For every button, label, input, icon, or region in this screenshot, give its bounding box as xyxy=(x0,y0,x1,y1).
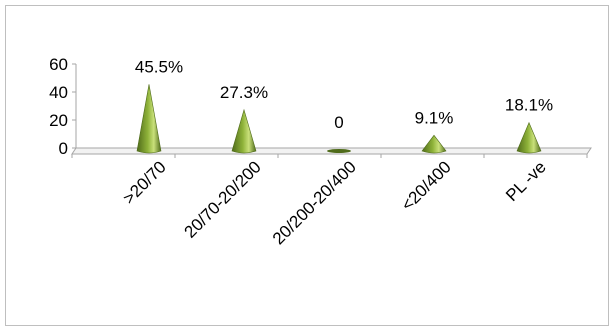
x-tick-label: <20/400 xyxy=(398,157,455,214)
cone-bar xyxy=(327,149,351,153)
x-tick-label: 20/200-20/400 xyxy=(269,157,360,248)
cone-bar xyxy=(421,134,447,154)
chart-frame: 0 20 40 60 45.5% 27.3% 0 9.1% 18.1% >20/70 20/70… xyxy=(5,5,609,326)
x-tick-label: >20/70 xyxy=(119,157,170,208)
x-tick-label: PL -ve xyxy=(502,157,550,205)
y-tick-label: 20 xyxy=(49,111,68,130)
data-label: 9.1% xyxy=(415,108,454,127)
data-labels: 45.5% 27.3% 0 9.1% 18.1% xyxy=(135,57,553,132)
data-label: 45.5% xyxy=(135,57,183,76)
x-axis-tick-labels: >20/70 20/70-20/200 20/200-20/400 <20/400 PL… xyxy=(119,157,550,248)
data-label: 0 xyxy=(334,113,343,132)
cone-bar xyxy=(136,84,162,154)
chart-svg: 0 20 40 60 45.5% 27.3% 0 9.1% 18.1% >20/70 20/70… xyxy=(49,55,592,248)
chart-marks xyxy=(136,84,542,154)
y-axis: 0 20 40 60 xyxy=(49,55,77,158)
y-tick-label: 0 xyxy=(59,139,68,158)
y-tick-label: 60 xyxy=(49,55,68,74)
data-label: 18.1% xyxy=(505,96,553,115)
data-label: 27.3% xyxy=(220,83,268,102)
cone-bar xyxy=(516,121,542,154)
cone-bar xyxy=(231,108,257,154)
x-tick-label: 20/70-20/200 xyxy=(181,157,265,241)
y-tick-label: 40 xyxy=(49,83,68,102)
